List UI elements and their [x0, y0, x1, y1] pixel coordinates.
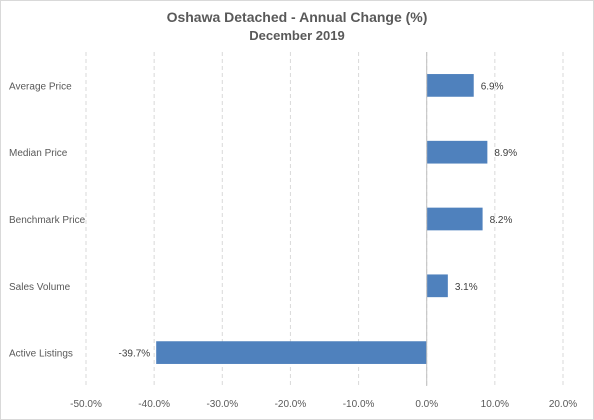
category-label: Sales Volume: [9, 282, 71, 293]
x-tick-label: -30.0%: [206, 399, 238, 410]
x-tick-label: -20.0%: [275, 399, 307, 410]
x-tick-label: 20.0%: [549, 399, 577, 410]
category-label: Average Price: [9, 81, 72, 92]
category-label: Active Listings: [9, 349, 73, 360]
category-label: Median Price: [9, 148, 68, 159]
bar: [156, 341, 427, 364]
chart-title: Oshawa Detached - Annual Change (%): [166, 9, 428, 25]
bar: [426, 207, 483, 231]
x-tick-label: -10.0%: [343, 399, 375, 410]
chart-subtitle: December 2019: [249, 28, 345, 43]
x-tick-label: -50.0%: [70, 399, 102, 410]
data-label: 3.1%: [455, 282, 478, 293]
data-label: 8.9%: [494, 148, 517, 159]
bar: [426, 74, 474, 97]
data-label: -39.7%: [118, 349, 150, 360]
x-tick-label: -40.0%: [138, 399, 170, 410]
bar: [426, 274, 448, 298]
data-label: 8.2%: [490, 215, 513, 226]
x-tick-label: 10.0%: [481, 399, 509, 410]
data-label: 6.9%: [481, 81, 504, 92]
bar: [426, 140, 488, 164]
x-tick-label: 0.0%: [415, 399, 438, 410]
category-label: Benchmark Price: [9, 215, 86, 226]
